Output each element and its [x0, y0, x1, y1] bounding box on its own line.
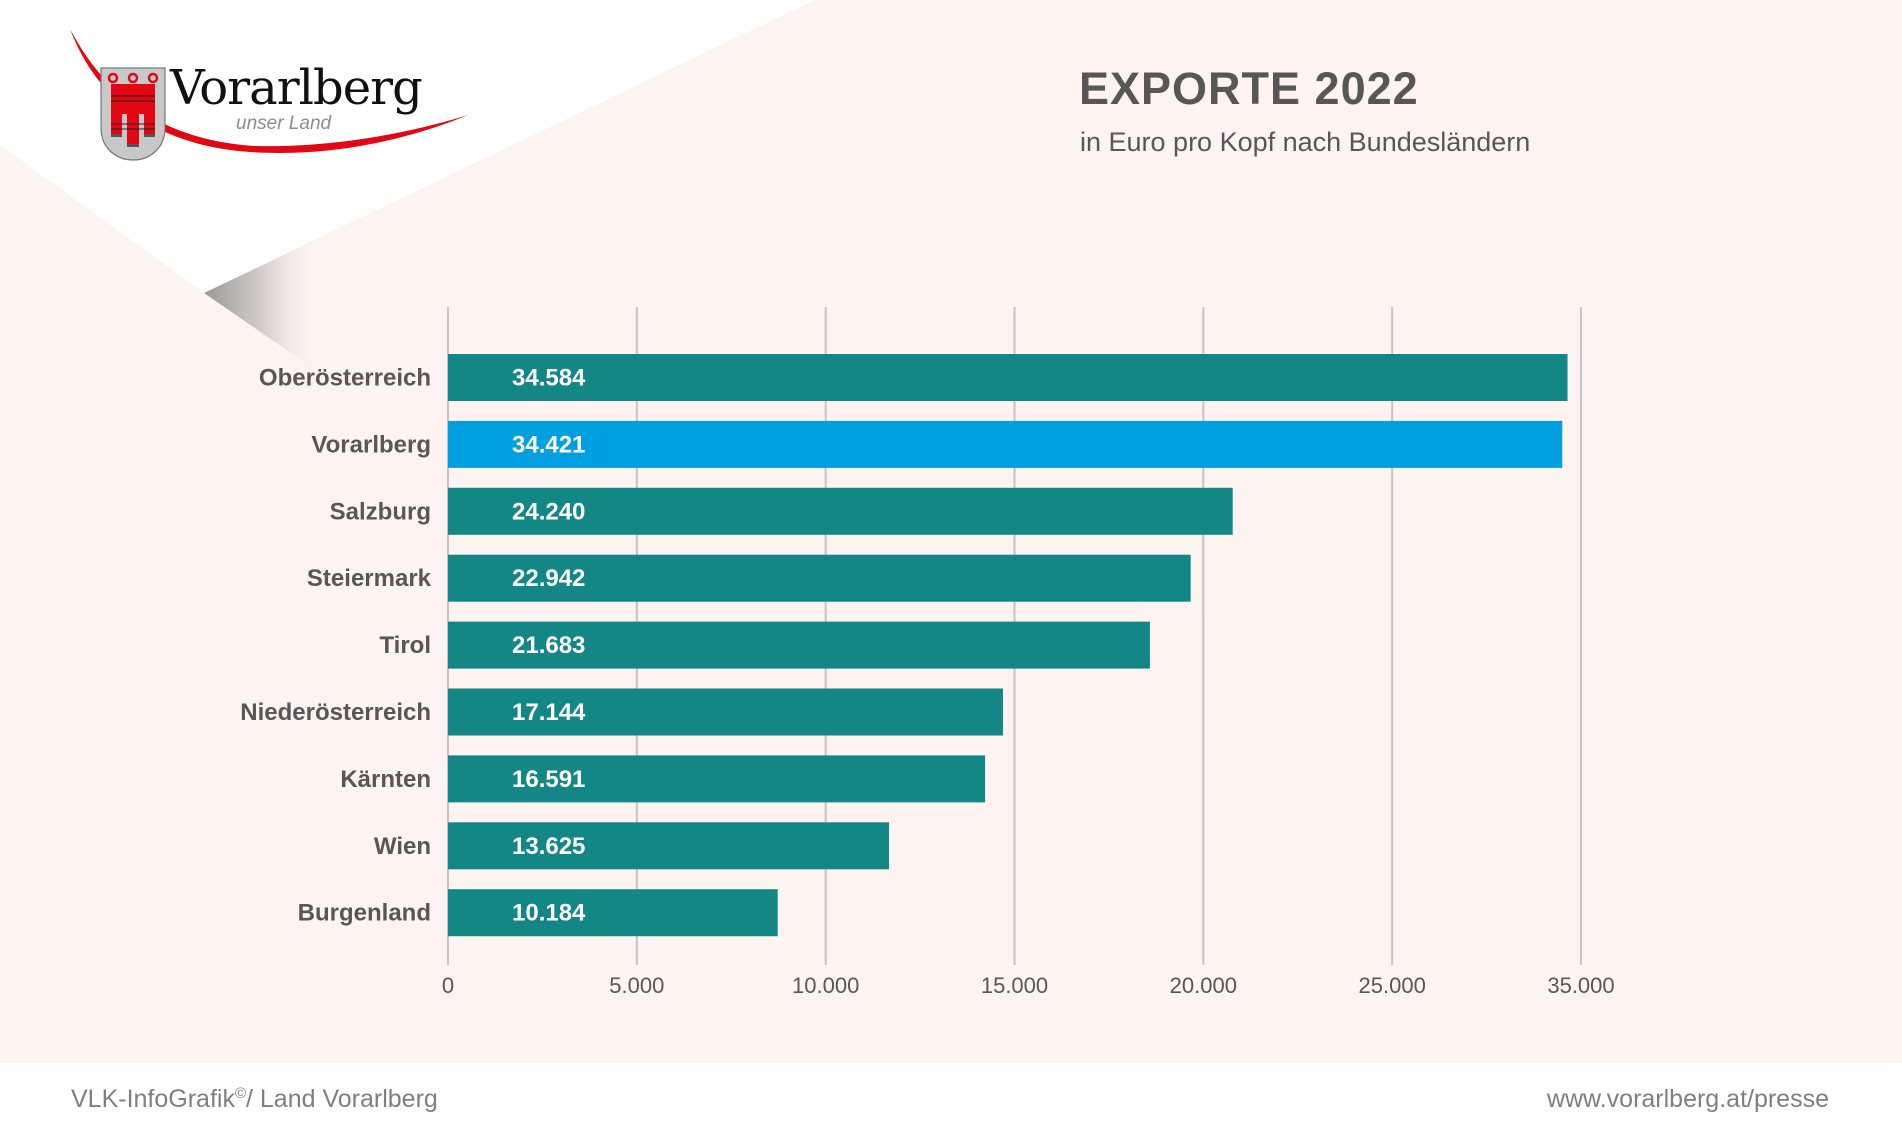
category-label: Steiermark: [307, 565, 432, 592]
white-diagonal-panel: [0, 0, 815, 293]
value-label: 22.942: [512, 565, 585, 592]
value-label: 34.584: [512, 365, 586, 392]
value-label: 34.421: [512, 431, 585, 458]
chart-title: EXPORTE 2022: [1079, 63, 1419, 114]
credit-suffix: / Land Vorarlberg: [246, 1085, 438, 1113]
coat-of-arms-icon: [100, 67, 166, 161]
footer-bar: [0, 1063, 1902, 1134]
bar-8: [448, 889, 778, 937]
vorarlberg-logo: Vorarlberg unser Land: [0, 0, 500, 180]
category-labels: Oberösterreich Vorarlberg Salzburg Steierma…: [240, 365, 431, 927]
bar-5: [448, 688, 1003, 736]
value-label: 24.240: [512, 498, 585, 525]
bar-6: [448, 755, 986, 803]
logo-tagline: unser Land: [236, 113, 332, 134]
category-label: Kärnten: [340, 766, 431, 793]
value-label: 17.144: [512, 699, 586, 726]
x-axis-tick-labels: 0 5.000 10.000 15.000 20.000 25.000 35.000: [442, 973, 1615, 998]
bar-0: [448, 354, 1568, 401]
x-tick-label: 0: [442, 973, 454, 998]
x-tick-label: 20.000: [1170, 973, 1237, 998]
bar-3: [448, 554, 1191, 602]
value-label: 16.591: [512, 766, 585, 793]
x-tick-label: 5.000: [609, 973, 664, 998]
chart-subtitle: in Euro pro Kopf nach Bundesländern: [1080, 127, 1531, 157]
value-labels: 34.584 34.421 24.240 22.942 21.683 17.144 16.5…: [512, 365, 586, 927]
bar-2: [448, 487, 1233, 535]
x-tick-label: 15.000: [981, 973, 1048, 998]
category-label: Salzburg: [330, 498, 431, 525]
credit-text: VLK-InfoGrafik: [71, 1085, 235, 1113]
category-label: Vorarlberg: [311, 431, 431, 458]
x-tick-label: 25.000: [1359, 973, 1426, 998]
value-label: 10.184: [512, 900, 586, 927]
footer-credit: VLK-InfoGrafik©/ Land Vorarlberg: [71, 1085, 438, 1114]
bar-1: [448, 420, 1563, 468]
bars: [448, 354, 1568, 937]
value-label: 21.683: [512, 632, 585, 659]
value-label: 13.625: [512, 833, 585, 860]
category-label: Oberösterreich: [259, 365, 431, 392]
logo-wordmark: Vorarlberg: [170, 60, 423, 116]
bar-7: [448, 822, 890, 870]
footer-url[interactable]: www.vorarlberg.at/presse: [1546, 1085, 1829, 1113]
bar-4: [448, 621, 1150, 669]
category-label: Niederösterreich: [240, 699, 431, 726]
copyright-mark: ©: [234, 1085, 247, 1102]
x-tick-label: 35.000: [1547, 973, 1614, 998]
fold-shadow: [204, 233, 330, 380]
x-tick-label: 10.000: [792, 973, 859, 998]
category-label: Burgenland: [298, 900, 431, 927]
category-label: Wien: [374, 833, 431, 860]
category-label: Tirol: [379, 632, 431, 659]
